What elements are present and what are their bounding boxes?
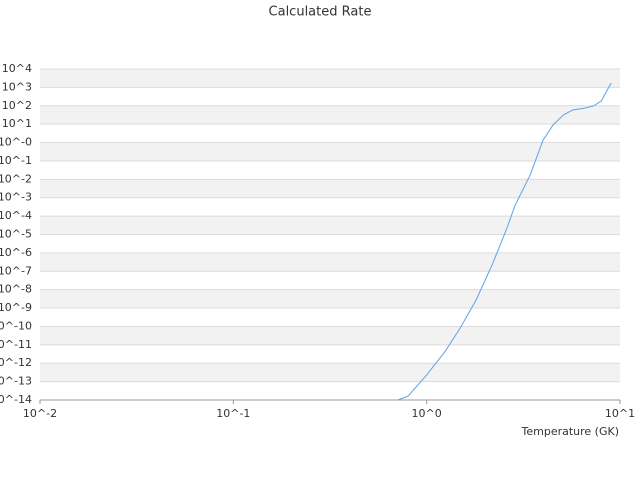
grid-band: [40, 289, 620, 309]
y-tick-label: 10^4: [2, 62, 32, 75]
x-tick-label: 10^0: [412, 407, 442, 420]
grid-band: [40, 216, 620, 235]
grid-band: [40, 179, 620, 198]
y-tick-label: 10^-10: [0, 319, 32, 332]
y-tick-label: 10^-13: [0, 375, 32, 388]
chart-title: Calculated Rate: [269, 5, 372, 20]
x-axis-label: Temperature (GK): [521, 425, 620, 438]
y-tick-label: 10^-7: [0, 264, 32, 277]
grid-band: [40, 363, 620, 382]
y-tick-label: 10^-1: [0, 154, 32, 167]
x-tick-label: 10^-2: [23, 407, 57, 420]
y-tick-label: 10^-3: [0, 191, 32, 204]
grid-band: [40, 142, 620, 161]
y-tick-label: 10^-8: [0, 283, 32, 296]
y-tick-label: 10^-12: [0, 356, 32, 369]
grid-band: [40, 326, 620, 345]
y-tick-label: 10^1: [2, 117, 32, 130]
grid-band: [40, 69, 620, 88]
y-tick-label: 10^2: [2, 99, 32, 112]
y-tick-label: 10^-11: [0, 338, 32, 351]
data-line: [397, 82, 612, 401]
y-tick-label: 10^-0: [0, 136, 32, 149]
grid-band: [40, 105, 620, 125]
y-tick-label: 10^-4: [0, 209, 32, 222]
x-tick-label: 10^1: [605, 407, 635, 420]
x-tick-label: 10^-1: [216, 407, 250, 420]
y-tick-label: 10^-9: [0, 301, 32, 314]
grid-band: [40, 252, 620, 272]
y-tick-label: 10^-14: [0, 393, 32, 406]
y-tick-label: 10^-2: [0, 172, 32, 185]
y-tick-label: 10^-5: [0, 228, 32, 241]
y-tick-label: 10^3: [2, 80, 32, 93]
y-tick-label: 10^-6: [0, 246, 32, 259]
